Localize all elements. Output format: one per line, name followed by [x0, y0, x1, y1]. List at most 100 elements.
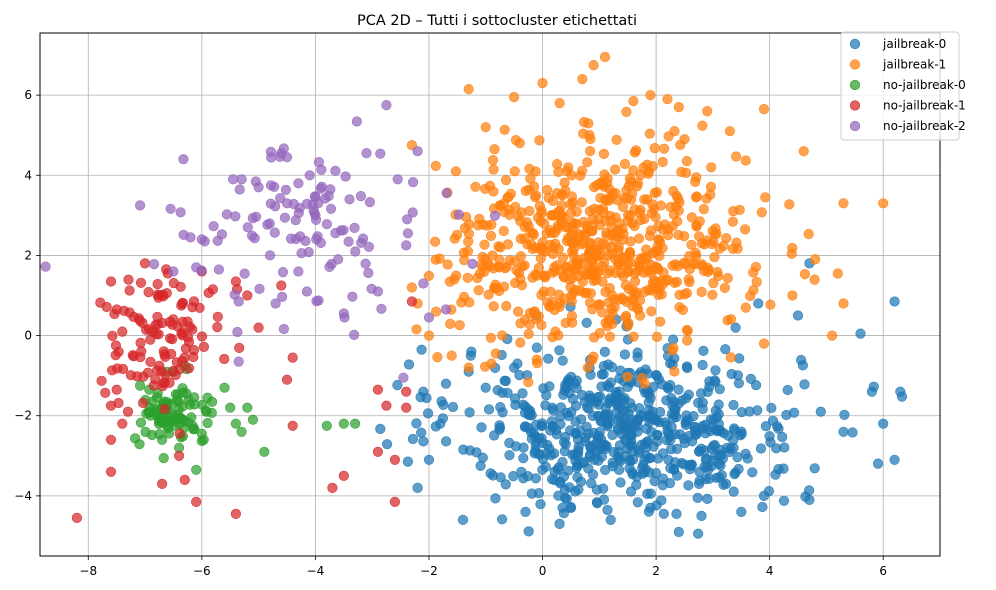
data-point [686, 239, 697, 250]
data-point [760, 421, 772, 432]
data-point [651, 415, 663, 426]
data-point [219, 353, 230, 365]
data-point [432, 352, 443, 363]
data-point [431, 306, 442, 317]
data-point [554, 301, 565, 313]
data-point [647, 406, 658, 417]
data-point [281, 374, 293, 385]
data-point [175, 207, 186, 218]
data-point [290, 215, 301, 226]
data-point [493, 241, 504, 252]
data-point [451, 270, 462, 281]
data-point [408, 177, 419, 188]
data-point [488, 301, 499, 312]
data-point [185, 232, 196, 243]
data-point [382, 439, 393, 450]
data-point [679, 259, 691, 270]
data-point [401, 386, 412, 397]
data-point [349, 329, 360, 341]
data-point [583, 403, 594, 414]
data-point [658, 143, 670, 154]
data-point [520, 421, 531, 432]
data-point [480, 122, 491, 133]
data-point [499, 124, 510, 135]
data-point [340, 171, 351, 182]
data-point [477, 251, 488, 263]
data-point [554, 97, 565, 109]
data-point [758, 103, 770, 115]
data-point [748, 285, 759, 296]
legend-label: jailbreak-1 [882, 58, 946, 72]
data-point [585, 288, 597, 299]
data-point [697, 359, 708, 371]
data-point [895, 386, 906, 397]
data-point [610, 408, 621, 419]
data-point [584, 449, 596, 460]
data-point [514, 138, 525, 149]
data-point [710, 223, 721, 234]
data-point [239, 268, 250, 279]
data-point [651, 187, 663, 198]
data-point [441, 436, 452, 447]
data-point [545, 450, 557, 461]
data-point [626, 430, 637, 441]
data-point [567, 317, 578, 328]
data-point [669, 403, 680, 414]
data-point [247, 213, 258, 224]
data-point [412, 482, 423, 494]
data-point [280, 184, 292, 195]
data-point [684, 459, 695, 471]
series-jailbreak-1 [406, 51, 889, 389]
data-point [629, 220, 640, 232]
data-point [642, 488, 653, 500]
data-point [654, 237, 666, 248]
data-point [310, 191, 321, 202]
series-jailbreak-0 [375, 258, 908, 539]
data-point [669, 277, 680, 289]
data-point [446, 350, 457, 361]
series-no-jailbreak-1 [71, 258, 418, 524]
data-point [234, 342, 245, 354]
data-point [464, 445, 476, 456]
data-point [557, 190, 568, 201]
data-point [516, 207, 527, 218]
data-point [809, 463, 820, 474]
data-point [740, 448, 751, 460]
data-point [724, 126, 736, 137]
data-point [667, 334, 679, 345]
data-point [588, 203, 600, 214]
data-point [707, 289, 718, 300]
data-point [189, 424, 200, 435]
data-point [588, 275, 599, 287]
data-point [430, 160, 441, 171]
data-point [438, 399, 449, 411]
data-point [486, 358, 497, 369]
data-point [143, 287, 154, 298]
data-point [680, 419, 692, 431]
data-point [681, 335, 693, 346]
data-point [708, 278, 719, 289]
data-point [718, 479, 729, 490]
data-point [135, 277, 147, 288]
data-point [668, 412, 679, 423]
data-point [135, 200, 146, 211]
data-point [135, 337, 146, 349]
data-point [628, 165, 639, 176]
data-point [110, 340, 121, 351]
data-point [599, 51, 611, 63]
data-point [706, 162, 717, 173]
data-point [349, 222, 360, 233]
axes: −8 −6 −4 −2 0 2 4 6 −4 −2 0 2 4 6 [14, 32, 941, 578]
data-point [656, 289, 667, 300]
data-point [117, 418, 128, 429]
data-point [787, 290, 798, 301]
data-point [434, 253, 445, 264]
data-point [595, 249, 606, 260]
x-tick-label: 4 [766, 564, 774, 578]
data-point [889, 454, 900, 465]
data-point [287, 420, 298, 431]
data-point [159, 403, 170, 415]
data-point [560, 382, 571, 394]
data-point [602, 268, 614, 279]
data-point [401, 240, 412, 251]
